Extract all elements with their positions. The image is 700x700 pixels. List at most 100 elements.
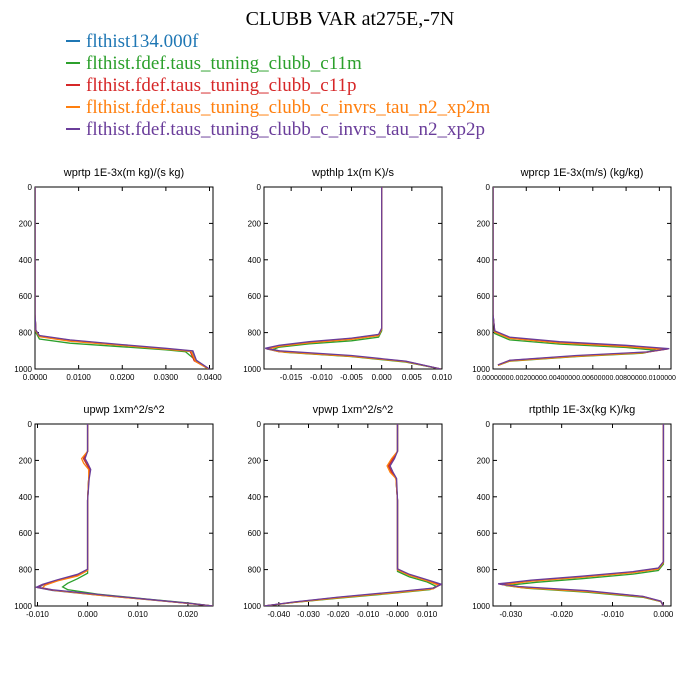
panel-title: upwp 1xm^2/s^2	[83, 404, 164, 416]
x-tick-label: -0.005	[340, 373, 363, 382]
x-tick-label: 0.0000000	[476, 375, 509, 382]
y-tick-label: 0	[257, 420, 262, 429]
x-tick-label: 0.0080000	[610, 375, 643, 382]
series-line	[35, 424, 213, 606]
y-tick-label: 0	[28, 420, 33, 429]
legend-swatch	[66, 105, 80, 108]
series-line	[264, 424, 441, 606]
chart-panel: vpwp 1xm^2/s^2 0 200 400 600 800 1000 -0.040 -0.…	[243, 404, 443, 619]
x-tick-label: -0.040	[267, 610, 290, 619]
x-tick-label: 0.010	[128, 610, 149, 619]
x-tick-label: 0.005	[402, 373, 423, 382]
y-tick-label: 1000	[243, 365, 261, 374]
y-tick-label: 800	[19, 566, 33, 575]
y-tick-label: 400	[19, 493, 33, 502]
series-line	[264, 424, 441, 606]
x-tick-label: -0.010	[310, 373, 333, 382]
x-tick-label: 0.0200	[110, 373, 135, 382]
x-tick-label: 0.0400	[197, 373, 222, 382]
legend-swatch	[66, 39, 80, 42]
y-tick-label: 1000	[14, 365, 32, 374]
y-tick-label: 600	[477, 292, 491, 301]
y-tick-label: 400	[248, 256, 262, 265]
series-line	[270, 187, 441, 369]
y-tick-label: 800	[248, 566, 262, 575]
y-tick-label: 800	[248, 329, 262, 338]
legend-swatch	[66, 83, 80, 86]
series-line	[61, 424, 213, 606]
series-line	[41, 424, 213, 606]
series-line	[265, 187, 441, 369]
legend-item: flthist.fdef.taus_tuning_clubb_c_invrs_t…	[66, 97, 490, 119]
legend-label: flthist.fdef.taus_tuning_clubb_c11m	[86, 53, 362, 74]
series-line	[505, 424, 665, 606]
series-line	[493, 187, 663, 367]
x-tick-label: 0.010	[432, 373, 453, 382]
y-tick-label: 400	[19, 256, 33, 265]
plot-frame	[492, 423, 672, 607]
y-tick-label: 400	[477, 256, 491, 265]
y-tick-label: 200	[248, 219, 262, 228]
y-tick-label: 800	[19, 329, 33, 338]
x-tick-label: 0.000	[78, 610, 99, 619]
chart-panel: rtpthlp 1E-3x(kg K)/kg02004006008001000-…	[472, 404, 674, 619]
x-tick-label: 0.000	[372, 373, 393, 382]
x-tick-label: 0.010	[417, 610, 438, 619]
legend: flthist134.000f flthist.fdef.taus_tuning…	[66, 31, 490, 141]
x-tick-label: -0.010	[26, 610, 49, 619]
y-tick-label: 1000	[14, 602, 32, 611]
y-tick-label: 200	[477, 456, 491, 465]
x-tick-label: 0.0040000	[543, 375, 576, 382]
legend-label: flthist.fdef.taus_tuning_clubb_c_invrs_t…	[86, 119, 485, 140]
y-tick-label: 1000	[472, 602, 490, 611]
series-line	[493, 187, 670, 366]
y-tick-label: 400	[477, 493, 491, 502]
plot-frame	[492, 186, 672, 370]
series-line	[498, 424, 665, 606]
y-tick-label: 200	[19, 456, 33, 465]
y-tick-label: 600	[19, 292, 33, 301]
x-tick-label: 0.0000	[23, 373, 48, 382]
panel-title: vpwp 1xm^2/s^2	[313, 404, 394, 416]
legend-item: flthist.fdef.taus_tuning_clubb_c_invrs_t…	[66, 119, 490, 141]
y-tick-label: 1000	[472, 365, 490, 374]
chart-panel: wprcp 1E-3x(m/s) (kg/kg) 0 200 400 600 800 100…	[472, 167, 676, 382]
x-tick-label: -0.000	[386, 610, 409, 619]
legend-label: flthist.fdef.taus_tuning_clubb_c11p	[86, 75, 357, 96]
y-tick-label: 800	[477, 566, 491, 575]
legend-swatch	[66, 61, 80, 64]
chart-panel: wpthlp 1x(m K)/s02004006008001000-0.015-…	[243, 167, 452, 382]
series-line	[35, 187, 209, 369]
y-tick-label: 200	[248, 456, 262, 465]
chart-panel: upwp 1xm^2/s^2 0 200 400 600 800 1000-0.010 0.0…	[14, 404, 214, 619]
y-tick-label: 600	[248, 529, 262, 538]
x-tick-label: 0.0060000	[576, 375, 609, 382]
panel-title: wprcp 1E-3x(m/s) (kg/kg)	[520, 167, 644, 179]
series-line	[35, 187, 210, 369]
x-tick-label: 0.0020000	[510, 375, 543, 382]
legend-swatch	[66, 127, 80, 130]
chart-panel: wprtp 1E-3x(m kg)/(s kg) 0 200 400 600 800 100…	[14, 167, 222, 382]
page-title: CLUBB VAR at275E,-7N	[245, 8, 455, 30]
series-line	[264, 424, 442, 606]
x-tick-label: -0.030	[297, 610, 320, 619]
x-tick-label: 0.0100	[66, 373, 91, 382]
x-tick-label: -0.030	[499, 610, 522, 619]
y-tick-label: 600	[19, 529, 33, 538]
panel-title: rtpthlp 1E-3x(kg K)/kg	[529, 404, 635, 416]
panel-title: wpthlp 1x(m K)/s	[311, 167, 394, 179]
x-tick-label: 0.0300	[154, 373, 179, 382]
panel-title: wprtp 1E-3x(m kg)/(s kg)	[63, 167, 184, 179]
y-tick-label: 0	[257, 183, 262, 192]
series-line	[264, 424, 438, 606]
legend-item: flthist.fdef.taus_tuning_clubb_c11p	[66, 75, 490, 97]
plot-frame	[263, 423, 443, 607]
series-line	[265, 187, 441, 369]
series-line	[268, 187, 441, 369]
x-tick-label: -0.010	[601, 610, 624, 619]
plot-frame	[34, 423, 214, 607]
y-tick-label: 1000	[243, 602, 261, 611]
legend-item: flthist.fdef.taus_tuning_clubb_c11m	[66, 53, 490, 75]
y-tick-label: 600	[248, 292, 262, 301]
